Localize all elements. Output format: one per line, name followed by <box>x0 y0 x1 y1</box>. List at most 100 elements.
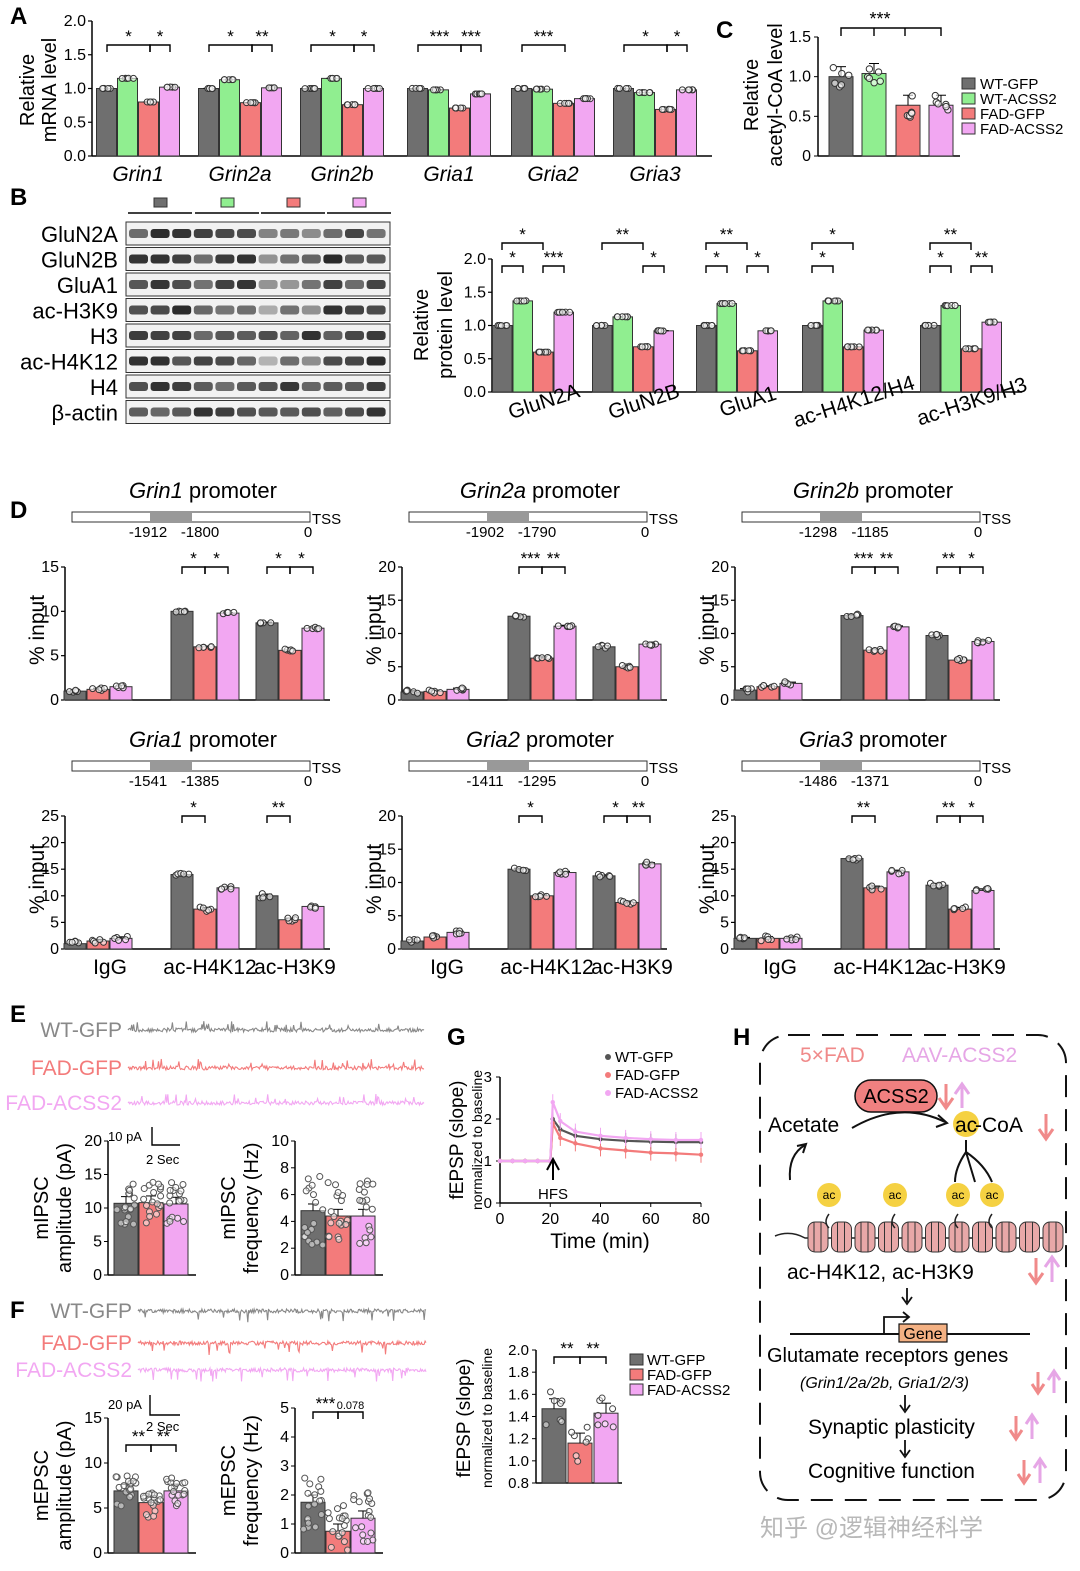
group-color-key <box>153 197 168 208</box>
data-point <box>174 1214 182 1222</box>
promoter-title: Gria1 promoter <box>129 727 277 752</box>
y-axis-label-1: mIPSC <box>31 1176 53 1239</box>
data-point <box>220 76 228 84</box>
data-point <box>757 937 765 945</box>
promoter-title: Gria2 promoter <box>466 727 614 752</box>
blot-band <box>172 305 192 315</box>
data-point <box>301 85 309 93</box>
y-tick-label: 5 <box>50 914 59 931</box>
bar <box>170 874 194 950</box>
data-point <box>168 1474 176 1482</box>
y-tick-label: 15 <box>711 861 729 878</box>
significance-bracket <box>929 242 972 250</box>
significance-label: ** <box>720 225 734 244</box>
legend-label: FAD-ACSS2 <box>647 1382 730 1399</box>
y-tick-label: 3 <box>280 1458 289 1475</box>
blot-band <box>215 382 235 391</box>
data-point <box>568 1428 576 1436</box>
data-point <box>335 1219 343 1227</box>
data-point <box>429 86 437 94</box>
significance-label: * <box>713 248 720 267</box>
significance-bracket <box>959 566 984 574</box>
data-point <box>224 609 232 617</box>
legend-marker <box>605 1090 611 1096</box>
synaptic-plasticity-label: Synaptic plasticity <box>808 1416 975 1439</box>
data-point <box>308 1240 316 1248</box>
acetate-arrowhead <box>935 1114 949 1128</box>
data-point <box>247 99 255 107</box>
amplicon-start: -1541 <box>129 773 167 790</box>
blot-band <box>280 229 300 238</box>
y-tick-label: 5 <box>720 659 729 676</box>
bar <box>863 887 887 950</box>
data-point <box>521 85 529 93</box>
blot-band <box>280 382 300 391</box>
bar <box>928 104 954 157</box>
data-point <box>740 934 748 942</box>
data-point <box>334 1188 342 1196</box>
significance-bracket <box>626 815 651 823</box>
gene-label: Gria1 <box>423 163 474 186</box>
panel-b-ylabel-2: protein level <box>435 271 457 379</box>
data-point <box>291 914 299 922</box>
blot-label: β-actin <box>52 401 118 426</box>
blot-band <box>150 331 170 340</box>
data-point <box>115 936 123 944</box>
trace-label: FAD-ACSS2 <box>15 1359 132 1382</box>
gene-label: Gene <box>903 1326 942 1343</box>
data-point <box>513 297 521 305</box>
blot-band <box>172 331 192 340</box>
data-point <box>147 1499 155 1507</box>
data-point <box>606 872 614 880</box>
recycle-arrowhead <box>796 1142 808 1154</box>
blot-band <box>280 305 300 315</box>
panel-a-ylabel-2: mRNA level <box>39 38 61 142</box>
data-point <box>554 622 562 630</box>
data-point <box>170 1488 178 1496</box>
significance-bracket <box>746 265 769 273</box>
blot-label: GluN2B <box>41 248 118 273</box>
blot-band <box>172 254 192 264</box>
data-point <box>565 99 573 107</box>
bar <box>533 351 554 393</box>
blot-band <box>258 356 278 366</box>
significance-bracket <box>149 44 171 52</box>
significance-label: * <box>190 798 197 817</box>
data-point <box>984 636 992 644</box>
data-point <box>303 624 311 632</box>
data-point <box>478 90 486 98</box>
fad-label: 5×FAD <box>800 1044 865 1067</box>
data-point <box>127 1485 135 1493</box>
nucleosome <box>807 1221 829 1253</box>
blot-label: GluA1 <box>57 273 118 298</box>
y-tick-label: 0 <box>280 1545 289 1562</box>
legend-marker <box>605 1054 611 1060</box>
nucleosome-array: ac ac ac ac <box>774 1183 1064 1253</box>
bar <box>634 92 655 157</box>
blot-band <box>193 356 213 366</box>
data-point <box>333 1505 341 1513</box>
bar <box>971 640 995 701</box>
significance-label: * <box>213 549 220 568</box>
data-point <box>150 1512 158 1520</box>
data-point <box>452 104 460 112</box>
data-point <box>152 1210 160 1218</box>
promoter-gene: Gria1 <box>129 727 183 752</box>
group-label: IgG <box>763 956 797 979</box>
significance-label: * <box>190 549 197 568</box>
blot-band <box>323 280 343 289</box>
trace-label: FAD-ACSS2 <box>5 1092 122 1115</box>
bar <box>802 325 823 393</box>
y-tick-label: 15 <box>41 559 59 576</box>
blot-label: GluN2A <box>41 222 118 247</box>
cognition-down-arrow <box>1016 1460 1032 1486</box>
data-point <box>338 1529 346 1537</box>
data-point <box>301 1224 309 1232</box>
y-axis-label-1: mIPSC <box>218 1176 240 1239</box>
blot-band <box>258 407 278 417</box>
blot-band <box>172 280 192 289</box>
bar <box>843 346 864 393</box>
data-point <box>129 1477 137 1485</box>
